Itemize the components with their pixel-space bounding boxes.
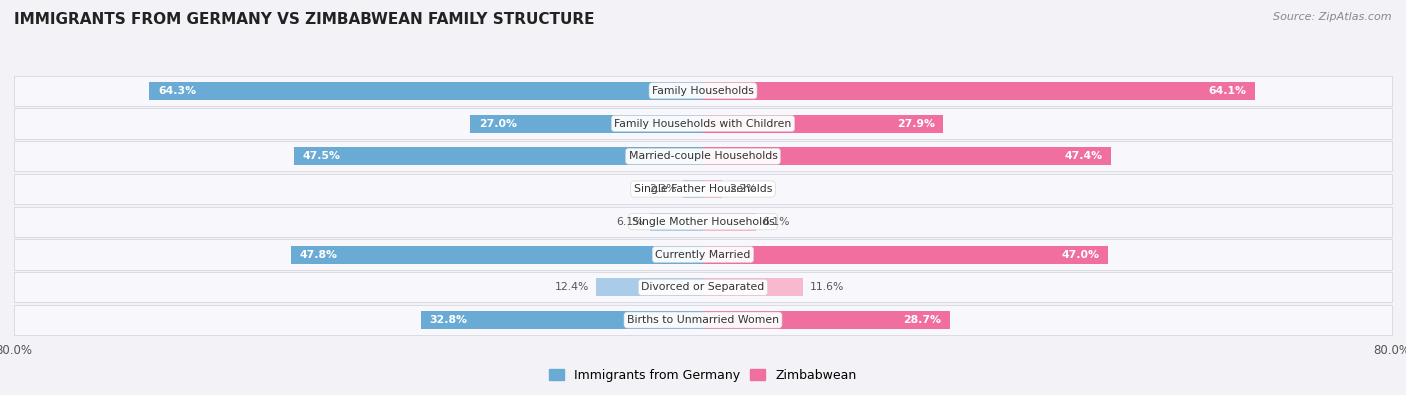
Bar [14,305,1392,335]
Text: Divorced or Separated: Divorced or Separated [641,282,765,292]
Text: 47.0%: 47.0% [1062,250,1099,260]
Text: 11.6%: 11.6% [810,282,844,292]
Bar [703,213,755,231]
Bar [14,239,1392,270]
Legend: Immigrants from Germany, Zimbabwean: Immigrants from Germany, Zimbabwean [550,369,856,382]
Text: IMMIGRANTS FROM GERMANY VS ZIMBABWEAN FAMILY STRUCTURE: IMMIGRANTS FROM GERMANY VS ZIMBABWEAN FA… [14,12,595,27]
Bar [14,174,1392,204]
Text: 6.1%: 6.1% [762,217,790,227]
Bar [683,180,703,198]
Text: 2.3%: 2.3% [648,184,676,194]
Text: 47.4%: 47.4% [1064,151,1102,161]
Bar [14,109,1392,139]
Text: 32.8%: 32.8% [429,315,467,325]
Text: 28.7%: 28.7% [904,315,942,325]
Text: 47.8%: 47.8% [299,250,337,260]
Bar [703,115,943,132]
Bar [14,141,1392,171]
Text: 64.1%: 64.1% [1208,86,1246,96]
Bar [596,278,703,296]
Text: Births to Unmarried Women: Births to Unmarried Women [627,315,779,325]
Text: Family Households: Family Households [652,86,754,96]
Text: 27.0%: 27.0% [479,118,517,128]
Bar [703,246,1108,263]
Text: Single Father Households: Single Father Households [634,184,772,194]
Bar [14,76,1392,106]
Bar [149,82,703,100]
Text: 12.4%: 12.4% [555,282,589,292]
Text: Single Mother Households: Single Mother Households [631,217,775,227]
Text: Currently Married: Currently Married [655,250,751,260]
Bar [703,311,950,329]
Text: 64.3%: 64.3% [157,86,195,96]
Text: 6.1%: 6.1% [616,217,644,227]
Bar [471,115,703,132]
Bar [14,272,1392,302]
Bar [703,278,803,296]
Bar [703,147,1111,165]
Bar [291,246,703,263]
Text: Source: ZipAtlas.com: Source: ZipAtlas.com [1274,12,1392,22]
Text: 47.5%: 47.5% [302,151,340,161]
Text: 27.9%: 27.9% [897,118,935,128]
Text: Family Households with Children: Family Households with Children [614,118,792,128]
Bar [703,180,721,198]
Text: 2.2%: 2.2% [728,184,756,194]
Bar [14,207,1392,237]
Bar [703,82,1256,100]
Bar [651,213,703,231]
Text: Married-couple Households: Married-couple Households [628,151,778,161]
Bar [420,311,703,329]
Bar [294,147,703,165]
